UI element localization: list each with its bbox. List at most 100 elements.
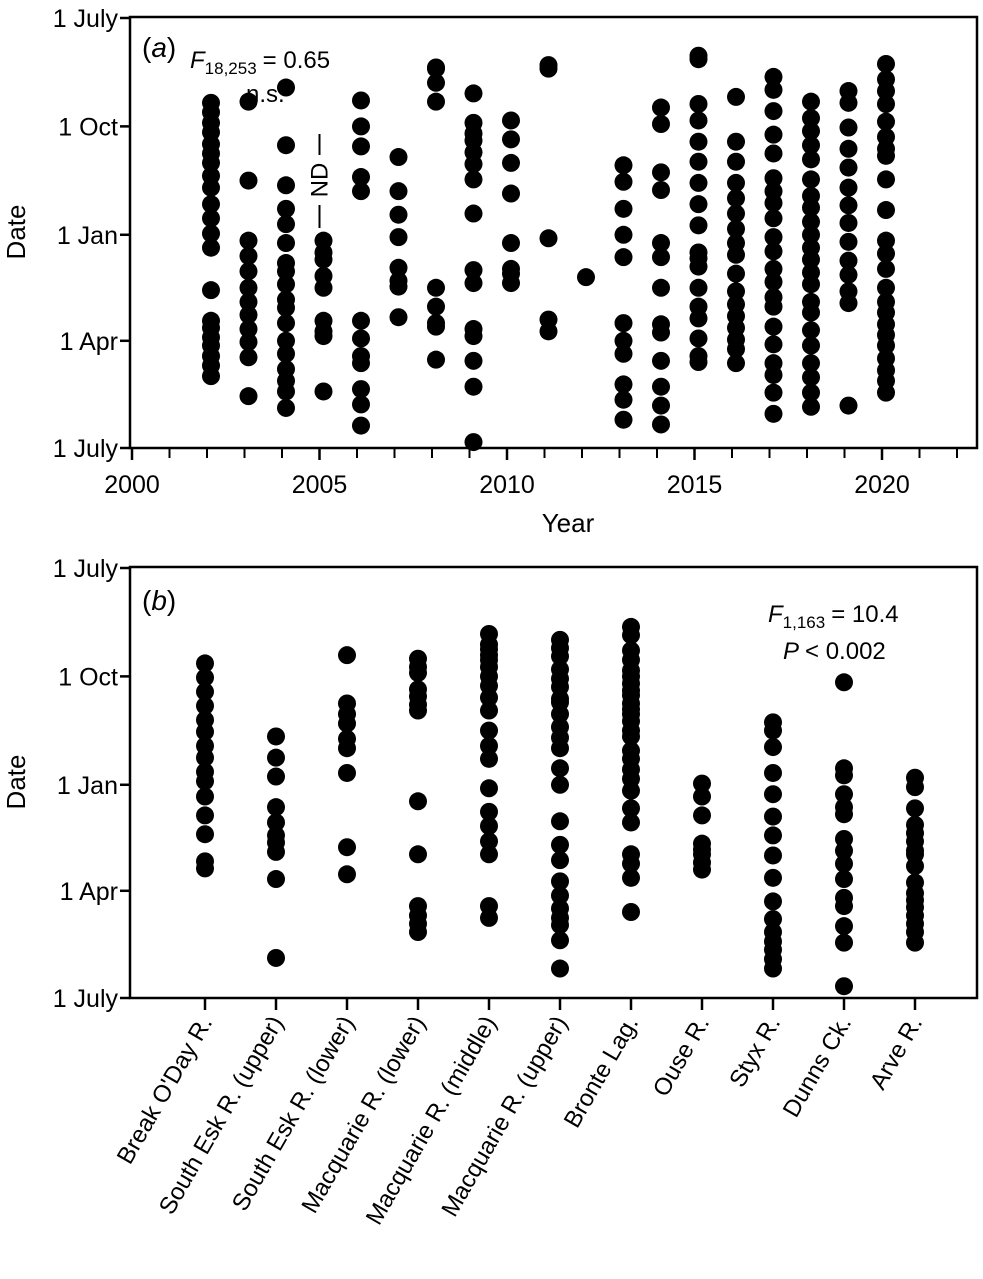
data-point [502,234,520,253]
data-point [764,80,783,99]
panel-a-stat-f: F18,253 = 0.65 [190,47,330,78]
data-point [480,908,498,927]
data-point [196,722,214,741]
panel-a-xtick-label: 2000 [104,471,160,499]
data-point [689,353,708,371]
data-point [614,344,633,363]
data-point [202,238,220,257]
data-point [267,813,285,832]
data-point [239,262,258,281]
data-point [202,178,220,197]
data-point [551,915,569,934]
data-point [727,340,745,359]
data-point [239,246,258,265]
data-point [764,67,783,86]
panel-b-category-label: South Esk R. (lower) [227,1012,360,1216]
data-point [239,320,258,339]
data-point [764,335,783,354]
panel-b-ytick-label: 1 July [53,985,119,1013]
data-point [764,785,782,804]
data-point [480,749,498,768]
data-point [277,78,295,97]
data-point [277,199,295,218]
data-point [352,329,370,348]
data-point [480,832,498,851]
data-point [764,807,782,826]
data-point [277,331,295,350]
data-point [551,775,569,794]
panel-b: 1 July 1 Oct 1 Jan 1 Apr 1 July Break O'Day … [1,555,979,1230]
data-point [614,172,633,191]
data-point [652,351,670,370]
data-point [877,278,895,297]
data-point [427,297,445,316]
data-point [409,701,427,720]
data-point [352,117,370,136]
panel-a-xtick-label: 2005 [292,471,348,499]
data-point [802,136,820,155]
data-point [689,309,708,328]
data-point [877,146,895,165]
data-point [802,354,820,373]
panel-b-ytick-label: 1 Jan [57,772,118,800]
data-point [539,229,558,248]
data-point [196,825,214,844]
panel-b-category-label: Ouse R. [648,1012,715,1102]
data-point [352,416,370,435]
data-point [727,173,745,192]
data-point [551,872,569,891]
data-point [314,250,333,269]
data-point [196,748,214,767]
data-point [877,112,895,131]
data-point [464,84,483,103]
data-point [689,216,708,235]
panel-b-category-label: Macquarie R. (middle) [361,1012,502,1230]
data-point [338,646,356,665]
data-point [835,673,853,692]
data-point [802,225,820,244]
data-point [277,234,295,253]
data-point [802,321,820,340]
data-point [267,767,285,786]
data-point [480,802,498,821]
data-point [338,739,356,758]
data-point [277,176,295,195]
data-point [464,327,483,346]
data-point [614,156,633,175]
data-point [427,92,445,111]
data-point [727,219,745,238]
data-point [614,331,633,350]
data-point [196,806,214,825]
data-point [239,231,258,250]
data-point [202,224,220,243]
data-point [802,122,820,141]
data-point [839,93,858,112]
panel-a-ylabel: Date [1,205,31,260]
data-point [652,115,670,134]
data-point [689,152,708,171]
data-point [389,308,408,327]
panel-b-category-labels: Break O'Day R.South Esk R. (upper)South … [112,1012,928,1230]
data-point [577,268,595,287]
data-point [480,721,498,740]
data-point [764,102,783,121]
data-point [267,870,285,889]
panel-a-plot-frame [128,15,979,450]
nd-label: ND [307,163,334,198]
data-point [764,209,783,228]
data-point [802,150,820,169]
data-point [727,87,745,106]
panel-a-xtick-label: 2010 [479,471,535,499]
panel-b-plot-frame [128,565,979,1000]
data-point [764,910,782,929]
data-point [352,168,370,187]
data-point [277,382,295,401]
panel-a-ytick-label: 1 Jan [57,222,118,250]
data-point [502,111,520,130]
data-point [764,365,783,384]
panel-b-ytick-label: 1 Oct [58,663,118,691]
data-point [764,721,782,740]
data-point [338,865,356,884]
data-point [614,248,633,267]
panel-b-points [196,617,924,996]
